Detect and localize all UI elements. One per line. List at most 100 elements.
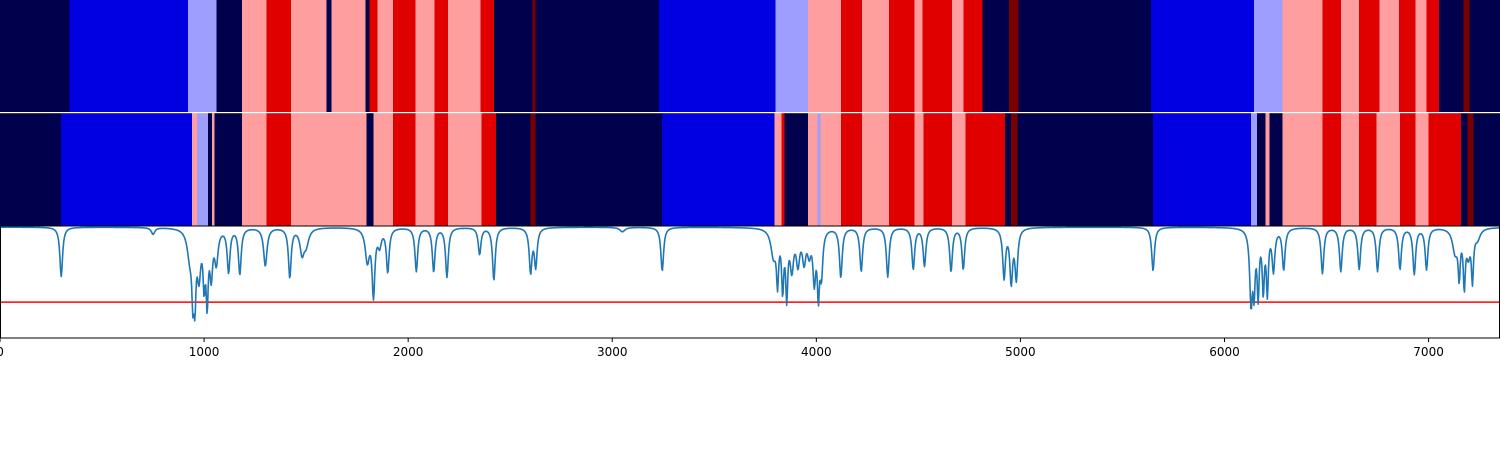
heatmap-cell	[808, 0, 842, 113]
x-tick-label: 2000	[393, 345, 424, 359]
heatmap-cell	[888, 0, 915, 113]
heatmap-cell	[808, 113, 818, 226]
heatmap-cell	[1254, 0, 1284, 113]
heatmap-cell	[415, 0, 436, 113]
heatmap-cell	[1269, 113, 1284, 226]
heatmap-cell	[377, 0, 394, 113]
heatmap-cell	[1009, 0, 1019, 113]
heatmap-cell	[532, 0, 537, 113]
heatmap-cell	[1359, 0, 1380, 113]
heatmap-cell	[840, 0, 863, 113]
heatmap-cell	[216, 0, 243, 113]
heatmap-cell	[208, 113, 213, 226]
heatmap-cell	[659, 0, 776, 113]
heatmap-cell	[187, 0, 217, 113]
heatmap-cell	[1011, 113, 1018, 226]
heatmap-cell	[862, 0, 890, 113]
heatmap-cell	[266, 113, 292, 226]
heatmap-cell	[1265, 113, 1270, 226]
heatmap-cell	[61, 113, 193, 226]
heatmap-cell	[1282, 0, 1323, 113]
heatmap-cell	[1018, 0, 1152, 113]
heatmap-cell	[415, 113, 436, 226]
heatmap-cell	[1463, 0, 1470, 113]
heatmap-cell	[1473, 113, 1500, 226]
x-tick-label: 1000	[189, 345, 220, 359]
row-separator-line	[0, 112, 1500, 114]
heatmap-cell	[862, 113, 890, 226]
heatmap-cell	[952, 113, 966, 226]
heatmap-cell	[196, 113, 209, 226]
heatmap-cell	[212, 113, 215, 226]
heatmap-cell	[331, 0, 366, 113]
x-tick-label: 7000	[1413, 345, 1444, 359]
heatmap-cell	[366, 113, 374, 226]
heatmap-cell	[963, 0, 984, 113]
heatmap-cell	[214, 113, 243, 226]
heatmap-cell	[481, 113, 497, 226]
heatmap-cell	[480, 0, 495, 113]
heatmap-cell	[952, 0, 964, 113]
heatmap-cell	[1461, 113, 1468, 226]
heatmap-cell	[69, 0, 189, 113]
heatmap-cell	[434, 113, 449, 226]
heatmap-cell	[1376, 113, 1401, 226]
heatmap-cell	[1469, 0, 1500, 113]
heatmap-cell	[840, 113, 863, 226]
x-tick-label: 4000	[801, 345, 832, 359]
heatmap-cell	[662, 113, 775, 226]
heatmap-cell	[1322, 0, 1342, 113]
heatmap-cell	[373, 113, 394, 226]
heatmap-cell	[447, 0, 482, 113]
heatmap-cell	[365, 0, 370, 113]
trace-panel	[0, 225, 1500, 339]
heatmap-cell	[817, 113, 821, 226]
heatmap-row-1	[0, 0, 1500, 113]
heatmap-cell	[1398, 0, 1416, 113]
heatmap-cell	[1415, 113, 1429, 226]
heatmap-cell	[965, 113, 1006, 226]
heatmap-cell	[1017, 113, 1154, 226]
x-tick-label: 6000	[1209, 345, 1240, 359]
heatmap-cell	[0, 113, 62, 226]
heatmap-cell	[922, 0, 953, 113]
heatmap-cell	[1379, 0, 1400, 113]
heatmap-cell	[434, 0, 449, 113]
heatmap-cell	[1415, 0, 1427, 113]
heatmap-cell	[774, 113, 783, 226]
heatmap-cell	[1322, 113, 1342, 226]
heatmap-cell	[1340, 113, 1360, 226]
heatmap-cell	[1359, 113, 1377, 226]
heatmap-cell	[290, 0, 327, 113]
heatmap-cell	[1400, 113, 1416, 226]
heatmap-cell	[392, 113, 416, 226]
heatmap-cell	[775, 0, 809, 113]
heatmap-cell	[493, 0, 534, 113]
heatmap-cell	[1151, 0, 1255, 113]
x-axis: 0 1000 2000 3000 4000 5000 6000 7000	[0, 337, 1500, 359]
trace-background	[0, 226, 1500, 338]
heatmap-cell	[1257, 113, 1266, 226]
heatmap-cell	[784, 113, 809, 226]
heatmap-row-2	[0, 113, 1500, 226]
heatmap-cell	[923, 113, 953, 226]
x-tick-label: 3000	[597, 345, 628, 359]
heatmap-cell	[1153, 113, 1252, 226]
heatmap-cell	[191, 113, 198, 226]
heatmap-cell	[781, 113, 786, 226]
heatmap-cell	[1438, 0, 1464, 113]
heatmap-cell	[1467, 113, 1474, 226]
heatmap-cell	[1005, 113, 1012, 226]
heatmap-cell	[914, 113, 924, 226]
heatmap-cell	[888, 113, 915, 226]
heatmap-cell	[1426, 0, 1440, 113]
heatmap-cell	[914, 0, 923, 113]
heatmap-cell	[266, 0, 292, 113]
heatmap-cell	[530, 113, 537, 226]
x-tick-label: 0	[0, 345, 4, 359]
heatmap-cell	[241, 0, 267, 113]
trace-line	[0, 226, 1500, 322]
heatmap-cell	[447, 113, 483, 226]
heatmap-cell	[241, 113, 267, 226]
